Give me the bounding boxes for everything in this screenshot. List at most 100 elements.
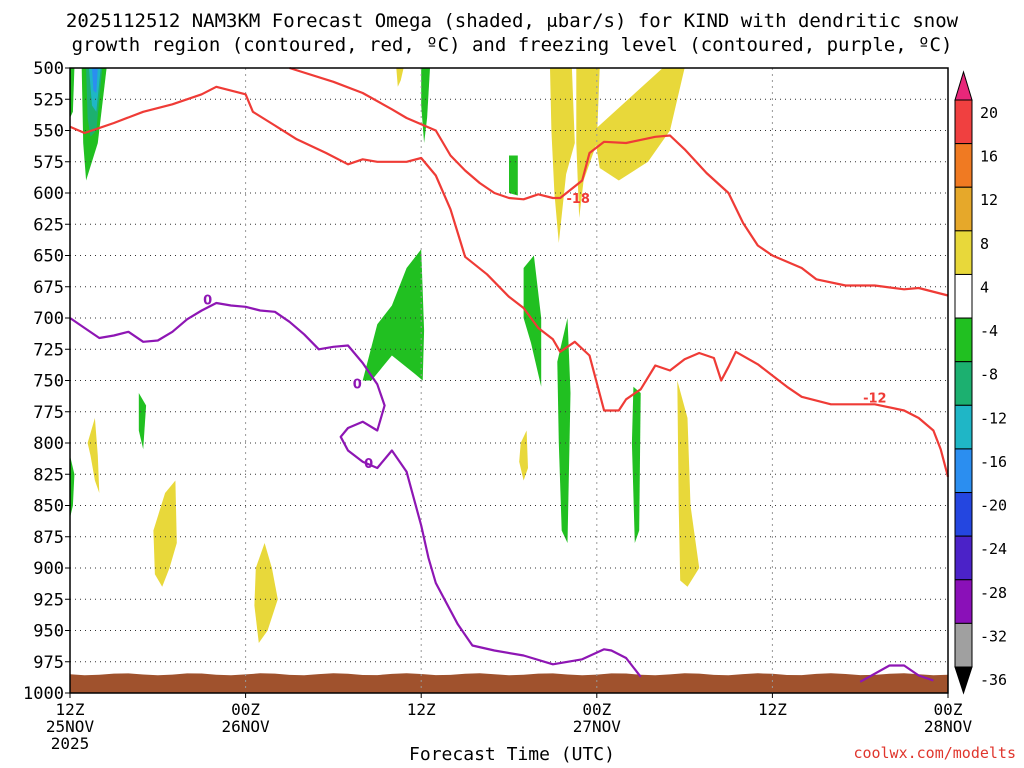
omega-region	[70, 68, 75, 118]
colorbar-top-arrow	[954, 70, 973, 101]
y-tick-label: 700	[33, 309, 64, 329]
omega-shading-layer	[70, 68, 700, 643]
omega-region	[70, 455, 75, 518]
y-axis-tick-labels: 500 525 550 575 600 625 650 675 700 725 750 775 800 8…	[23, 59, 70, 704]
chart-title-line-2: growth region (contoured, red, ºC) and f…	[71, 34, 953, 56]
y-tick-label: 900	[33, 559, 64, 579]
x-tick-label: 27NOV	[573, 717, 622, 736]
omega-region	[631, 386, 641, 543]
colorbar-segment	[954, 622, 973, 668]
y-tick-label: 950	[33, 622, 64, 642]
x-tick-label: 26NOV	[222, 717, 271, 736]
y-tick-label: 775	[33, 403, 64, 423]
colorbar-label: 8	[980, 235, 989, 253]
y-tick-label: 500	[33, 59, 64, 79]
colorbar-segment	[954, 99, 973, 145]
colorbar-label: -8	[980, 366, 998, 384]
omega-region	[92, 68, 98, 93]
x-tick-label: 25NOV	[46, 717, 95, 736]
colorbar-segment	[954, 579, 973, 624]
omega-region	[153, 480, 177, 587]
colorbar-segment	[954, 535, 973, 581]
x-tick-label: 12Z	[407, 700, 436, 719]
contour-label: 0	[364, 457, 373, 472]
y-tick-label: 975	[33, 653, 64, 673]
colorbar-segment	[954, 186, 973, 232]
colorbar-label: 20	[980, 104, 998, 122]
y-tick-label: 875	[33, 528, 64, 548]
colorbar-label: -20	[980, 497, 1007, 515]
x-axis-label: Forecast Time (UTC)	[409, 744, 615, 765]
colorbar-label: -24	[980, 540, 1007, 558]
y-tick-label: 1000	[23, 684, 64, 704]
terrain-layer	[70, 673, 948, 693]
omega-region	[550, 68, 575, 243]
colorbar-segment	[954, 230, 973, 275]
y-tick-label: 650	[33, 247, 64, 267]
omega-region	[87, 418, 100, 493]
colorbar-label: -36	[980, 671, 1007, 689]
omega-region	[519, 430, 528, 481]
omega-region	[362, 249, 425, 381]
colorbar-labels: 20 16 12 8 4 -4 -8 -12 -16 -20 -24 -28 -32 -36	[980, 104, 1007, 689]
colorbar-label: -16	[980, 453, 1007, 471]
colorbar-label: -12	[980, 409, 1007, 427]
colorbar-segment	[954, 361, 973, 406]
colorbar-segment	[954, 404, 973, 450]
x-tick-label: 2025	[51, 734, 90, 753]
omega-region	[421, 68, 430, 143]
y-tick-label: 600	[33, 184, 64, 204]
colorbar-label: 4	[980, 278, 989, 296]
contour-line	[859, 664, 934, 683]
omega-region	[396, 68, 404, 87]
x-tick-label: 28NOV	[924, 717, 973, 736]
omega-region	[557, 318, 571, 543]
colorbar	[954, 70, 973, 695]
colorbar-label: 16	[980, 148, 998, 166]
contour-label: 0	[203, 294, 212, 309]
contour-label: 0	[353, 377, 362, 392]
y-tick-label: 550	[33, 122, 64, 142]
credit-text: coolwx.com/modelts	[853, 744, 1016, 762]
y-tick-label: 800	[33, 434, 64, 454]
omega-region	[254, 543, 278, 643]
colorbar-label: 12	[980, 191, 998, 209]
y-tick-label: 675	[33, 278, 64, 298]
y-tick-label: 625	[33, 215, 64, 235]
omega-region	[509, 155, 518, 196]
contour-line	[69, 85, 950, 478]
y-tick-label: 925	[33, 590, 64, 610]
colorbar-segment	[954, 448, 973, 494]
y-tick-label: 525	[33, 90, 64, 110]
contour-label: -12	[863, 391, 887, 406]
colorbar-label: -32	[980, 627, 1007, 645]
contour-layer: -12 -18 0 0 0	[69, 66, 950, 683]
contour-line	[69, 301, 642, 678]
x-tick-label: 12Z	[758, 700, 787, 719]
contour-line	[289, 66, 949, 297]
x-tick-label: 00Z	[582, 700, 611, 719]
omega-region	[593, 68, 685, 181]
x-tick-label: 00Z	[934, 700, 963, 719]
contour-label: -18	[566, 192, 590, 207]
colorbar-bottom-arrow	[954, 666, 973, 695]
colorbar-segment	[954, 317, 973, 363]
y-tick-label: 850	[33, 497, 64, 517]
colorbar-label: -4	[980, 322, 998, 340]
y-tick-label: 825	[33, 465, 64, 485]
y-tick-label: 725	[33, 340, 64, 360]
y-tick-label: 750	[33, 372, 64, 392]
omega-region	[677, 380, 700, 587]
omega-region	[138, 393, 147, 450]
colorbar-segment	[954, 143, 973, 188]
x-tick-label: 12Z	[56, 700, 85, 719]
y-tick-label: 575	[33, 153, 64, 173]
colorbar-segment	[954, 492, 973, 537]
x-tick-label: 00Z	[231, 700, 260, 719]
colorbar-label: -28	[980, 584, 1007, 602]
chart-title-line-1: 2025112512 NAM3KM Forecast Omega (shaded…	[65, 10, 959, 32]
terrain-band	[70, 673, 948, 693]
colorbar-segment	[954, 273, 973, 319]
